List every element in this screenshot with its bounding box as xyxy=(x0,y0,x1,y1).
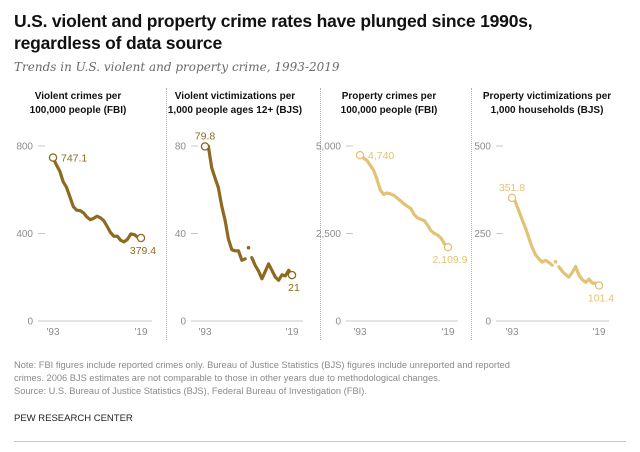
start-value-label: 747.1 xyxy=(61,153,87,165)
panel-title-line: 1,000 people ages 12+ (BJS) xyxy=(167,105,303,116)
y-tick-label: 5,000 xyxy=(316,142,341,153)
start-point-marker xyxy=(507,193,517,203)
chart-notes: Note: FBI figures include reported crime… xyxy=(14,359,624,398)
y-tick-label: 250 xyxy=(474,229,491,240)
x-tick-label: '93 xyxy=(198,327,211,338)
panel-title-line: Property crimes per xyxy=(341,91,437,102)
y-tick-label: 800 xyxy=(16,142,33,153)
start-point-marker xyxy=(355,150,365,160)
series-line xyxy=(358,153,450,249)
panel-title-line: 1,000 households (BJS) xyxy=(490,105,604,116)
end-value-label: 379.4 xyxy=(130,245,156,257)
panel-title-property-bjs: Property victimizations per 1,000 househ… xyxy=(472,90,622,118)
x-tick-label: '93 xyxy=(505,327,518,338)
start-value-label: 79.8 xyxy=(195,130,216,142)
x-tick-label: '93 xyxy=(353,327,366,338)
series-line xyxy=(557,264,601,288)
note-line: crimes. 2006 BJS estimates are not compa… xyxy=(14,373,441,383)
end-point-marker xyxy=(594,281,604,290)
y-tick-label: 0 xyxy=(180,317,186,328)
panel-title-violent-bjs: Violent victimizations per 1,000 people … xyxy=(160,90,310,118)
panel-title-line: Property victimizations per xyxy=(482,91,612,102)
y-tick-label: 40 xyxy=(175,229,187,240)
start-value-label: 351.8 xyxy=(499,182,525,194)
end-value-label: 21 xyxy=(288,282,300,294)
x-tick-label: '19 xyxy=(285,327,298,338)
y-tick-label: 2,500 xyxy=(316,229,341,240)
panel-title-line: Violent crimes per xyxy=(34,91,122,102)
panel-divider xyxy=(166,88,167,340)
start-value-label: 4,740 xyxy=(368,150,394,162)
source-line: Source: U.S. Bureau of Justice Statistic… xyxy=(14,386,367,396)
start-point-marker xyxy=(200,142,210,151)
panel-divider xyxy=(471,88,472,340)
bottom-rule xyxy=(14,441,626,442)
series-line xyxy=(510,196,554,267)
panel-divider xyxy=(320,88,321,340)
y-tick-label: 0 xyxy=(335,317,341,328)
panel-title-line: 100,000 people (FBI) xyxy=(340,105,438,116)
y-tick-label: 400 xyxy=(16,229,33,240)
start-point-marker xyxy=(48,153,58,162)
series-line xyxy=(250,256,294,282)
y-tick-label: 0 xyxy=(27,317,33,328)
panel-title-line: 100,000 people (FBI) xyxy=(29,105,127,116)
y-tick-label: 80 xyxy=(175,142,187,153)
gap-year-point xyxy=(246,245,251,250)
series-line xyxy=(203,144,247,262)
panel-title-line: Violent victimizations per xyxy=(174,91,296,102)
org-credit: PEW RESEARCH CENTER xyxy=(14,413,133,424)
chart-subtitle: Trends in U.S. violent and property crim… xyxy=(14,60,340,74)
note-line: Note: FBI figures include reported crime… xyxy=(14,360,510,370)
x-tick-label: '93 xyxy=(46,327,59,338)
end-point-marker xyxy=(443,242,453,252)
x-tick-label: '19 xyxy=(441,327,454,338)
panel-title-violent-fbi: Violent crimes per 100,000 people (FBI) xyxy=(3,90,153,118)
series-line xyxy=(51,156,143,244)
y-tick-label: 500 xyxy=(474,142,491,153)
y-tick-label: 0 xyxy=(485,317,491,328)
gap-year-point xyxy=(553,260,558,264)
panel-title-property-fbi: Property crimes per 100,000 people (FBI) xyxy=(314,90,464,118)
end-point-marker xyxy=(136,233,146,243)
chart-title: U.S. violent and property crime rates ha… xyxy=(14,11,533,53)
end-value-label: 2,109.9 xyxy=(432,254,467,266)
x-tick-label: '19 xyxy=(592,327,605,338)
x-tick-label: '19 xyxy=(134,327,147,338)
end-point-marker xyxy=(287,270,297,280)
end-value-label: 101.4 xyxy=(588,293,614,305)
